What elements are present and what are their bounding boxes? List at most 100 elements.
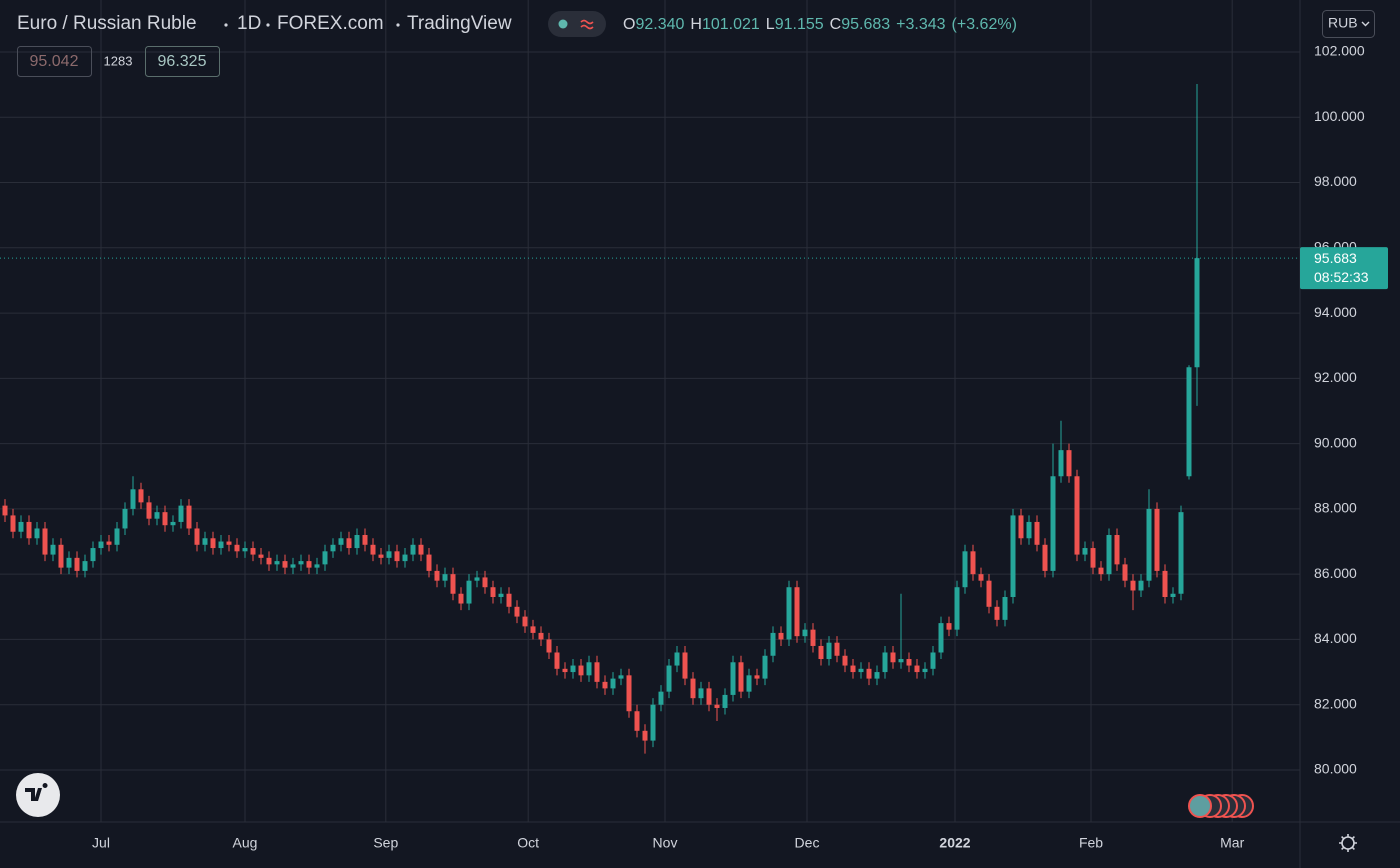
candle-body <box>546 639 552 653</box>
candle-body <box>1122 564 1128 581</box>
bid-box[interactable] <box>17 46 92 77</box>
currency-button[interactable] <box>1322 10 1375 38</box>
candle-body <box>466 580 472 604</box>
candles <box>2 83 1200 754</box>
candle-body <box>722 694 728 708</box>
status-pill[interactable] <box>548 11 606 37</box>
candle-body <box>586 662 592 676</box>
open: 92.340 <box>635 16 684 33</box>
candle-body <box>642 730 648 741</box>
candle-body <box>170 521 176 526</box>
candle-body <box>650 704 656 741</box>
candle-body <box>706 688 712 705</box>
candle-body <box>138 489 144 503</box>
ohlc-legend: O92.340 H101.021 L91.155 C95.683 +3.343 (+3.6… <box>623 16 1017 33</box>
candle-body <box>402 554 408 562</box>
status-dot <box>558 19 568 29</box>
symbol: Euro / Russian Ruble <box>17 13 197 34</box>
candle-body <box>1186 367 1192 477</box>
candle-body <box>410 544 416 555</box>
candle-body <box>1106 535 1112 575</box>
candle-body <box>1074 476 1080 555</box>
candle-body <box>330 544 336 552</box>
candle-body <box>58 544 64 568</box>
candle-body <box>1042 544 1048 571</box>
candle-body <box>1178 512 1184 594</box>
low: 91.155 <box>775 16 824 33</box>
candle-body <box>682 652 688 679</box>
candle-body <box>18 521 24 532</box>
candle-body <box>106 541 112 545</box>
candle-body <box>570 665 576 673</box>
candle-body <box>554 652 560 669</box>
candle-body <box>1090 548 1096 568</box>
candle-body <box>738 662 744 692</box>
candle-body <box>290 564 296 568</box>
candle-body <box>842 655 848 666</box>
last-price-label: 95.683 <box>1314 250 1357 266</box>
y-tick-label: 84.000 <box>1314 630 1357 646</box>
candle-body <box>626 675 632 712</box>
candle-body <box>1058 450 1064 477</box>
candle-body <box>506 593 512 607</box>
ask-box[interactable] <box>145 46 220 77</box>
candle-body <box>658 691 664 705</box>
candle-body <box>370 544 376 555</box>
candle-body <box>74 557 80 571</box>
y-tick-label: 94.000 <box>1314 304 1357 320</box>
candle-body <box>874 672 880 679</box>
candle-body <box>762 655 768 679</box>
x-tick-label: Feb <box>1079 835 1103 851</box>
candle-body <box>826 642 832 660</box>
candle-body <box>274 561 280 565</box>
candle-body <box>1034 521 1040 545</box>
candle-body <box>26 521 32 539</box>
candle-body <box>1138 580 1144 591</box>
candle-body <box>490 587 496 598</box>
l-label: L <box>766 16 775 33</box>
candle-body <box>594 662 600 682</box>
candle-body <box>714 704 720 708</box>
candle-body <box>314 564 320 568</box>
candle-body <box>90 548 96 562</box>
candle-body <box>186 505 192 529</box>
candle-body <box>858 668 864 673</box>
change-pct: (+3.62%) <box>952 16 1017 33</box>
candle-body <box>10 515 16 532</box>
candle-body <box>146 502 152 519</box>
candle-body <box>970 551 976 575</box>
candle-body <box>394 551 400 562</box>
candle-body <box>690 678 696 699</box>
candle-body <box>1050 476 1056 571</box>
candle-body <box>770 632 776 656</box>
candle-body <box>1018 515 1024 539</box>
candle-body <box>298 561 304 565</box>
candle-body <box>530 626 536 633</box>
candle-body <box>282 561 288 568</box>
candle-body <box>194 528 200 545</box>
x-tick-label: Nov <box>653 835 678 851</box>
candle-body <box>1026 521 1032 539</box>
close: 95.683 <box>841 16 890 33</box>
candle-body <box>362 535 368 545</box>
change: +3.343 <box>896 16 945 33</box>
candle-body <box>810 629 816 646</box>
candle-body <box>210 538 216 549</box>
candle-body <box>962 551 968 588</box>
candle-body <box>522 616 528 627</box>
settings-icon[interactable] <box>1339 834 1357 852</box>
candle-body <box>898 659 904 663</box>
candle-body <box>474 577 480 581</box>
event-icons[interactable] <box>1188 794 1254 818</box>
candle-body <box>834 642 840 656</box>
candle-body <box>234 544 240 552</box>
candle-body <box>850 665 856 673</box>
candle-body <box>450 574 456 594</box>
candle-body <box>538 632 544 640</box>
candle-body <box>42 528 48 555</box>
candle-body <box>202 538 208 545</box>
logo <box>25 783 48 801</box>
x-tick-label: Jul <box>92 835 110 851</box>
